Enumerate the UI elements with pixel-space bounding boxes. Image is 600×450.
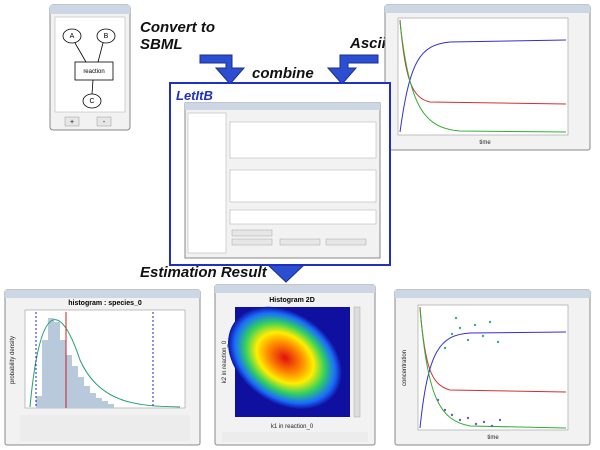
axis-label: k2 in reaction_0 [222,340,228,383]
network-window: A B reaction C + - [49,4,131,131]
plot-title: Histogram 2D [269,297,315,304]
axis-label: time [479,140,491,146]
button[interactable] [64,116,80,127]
time-plot-window: time [384,4,591,151]
arrow [326,54,379,85]
node-label: B [104,33,109,40]
label: combine [252,65,314,82]
app-screenshot [184,102,381,259]
node-label: A [70,33,75,40]
node-label: C [89,98,94,105]
node-label: reaction [83,69,104,75]
fit-plot-window: time concentration [394,289,591,446]
axis-label: time [487,435,499,441]
axis-label: probability density [10,336,16,384]
data-points [436,398,502,428]
button-label[interactable]: - [103,119,106,126]
label: Estimation Result [140,264,268,281]
axis-label: concentration [402,350,408,386]
axis-label: k1 in reaction_0 [271,424,314,430]
label: Convert to [140,19,215,36]
data-points [443,316,500,350]
histogram-bars [36,318,114,408]
histogram-window: histogram : species_0 probability densit… [4,289,201,446]
arrow [199,54,246,85]
histogram2d-window: Histogram 2D k1 in reaction_0 k2 in reac… [214,284,376,446]
plot-title: histogram : species_0 [68,300,142,307]
button[interactable] [96,116,112,127]
app-title: LetItB [176,88,213,103]
button-label[interactable]: + [70,119,74,126]
label: SBML [140,36,183,53]
